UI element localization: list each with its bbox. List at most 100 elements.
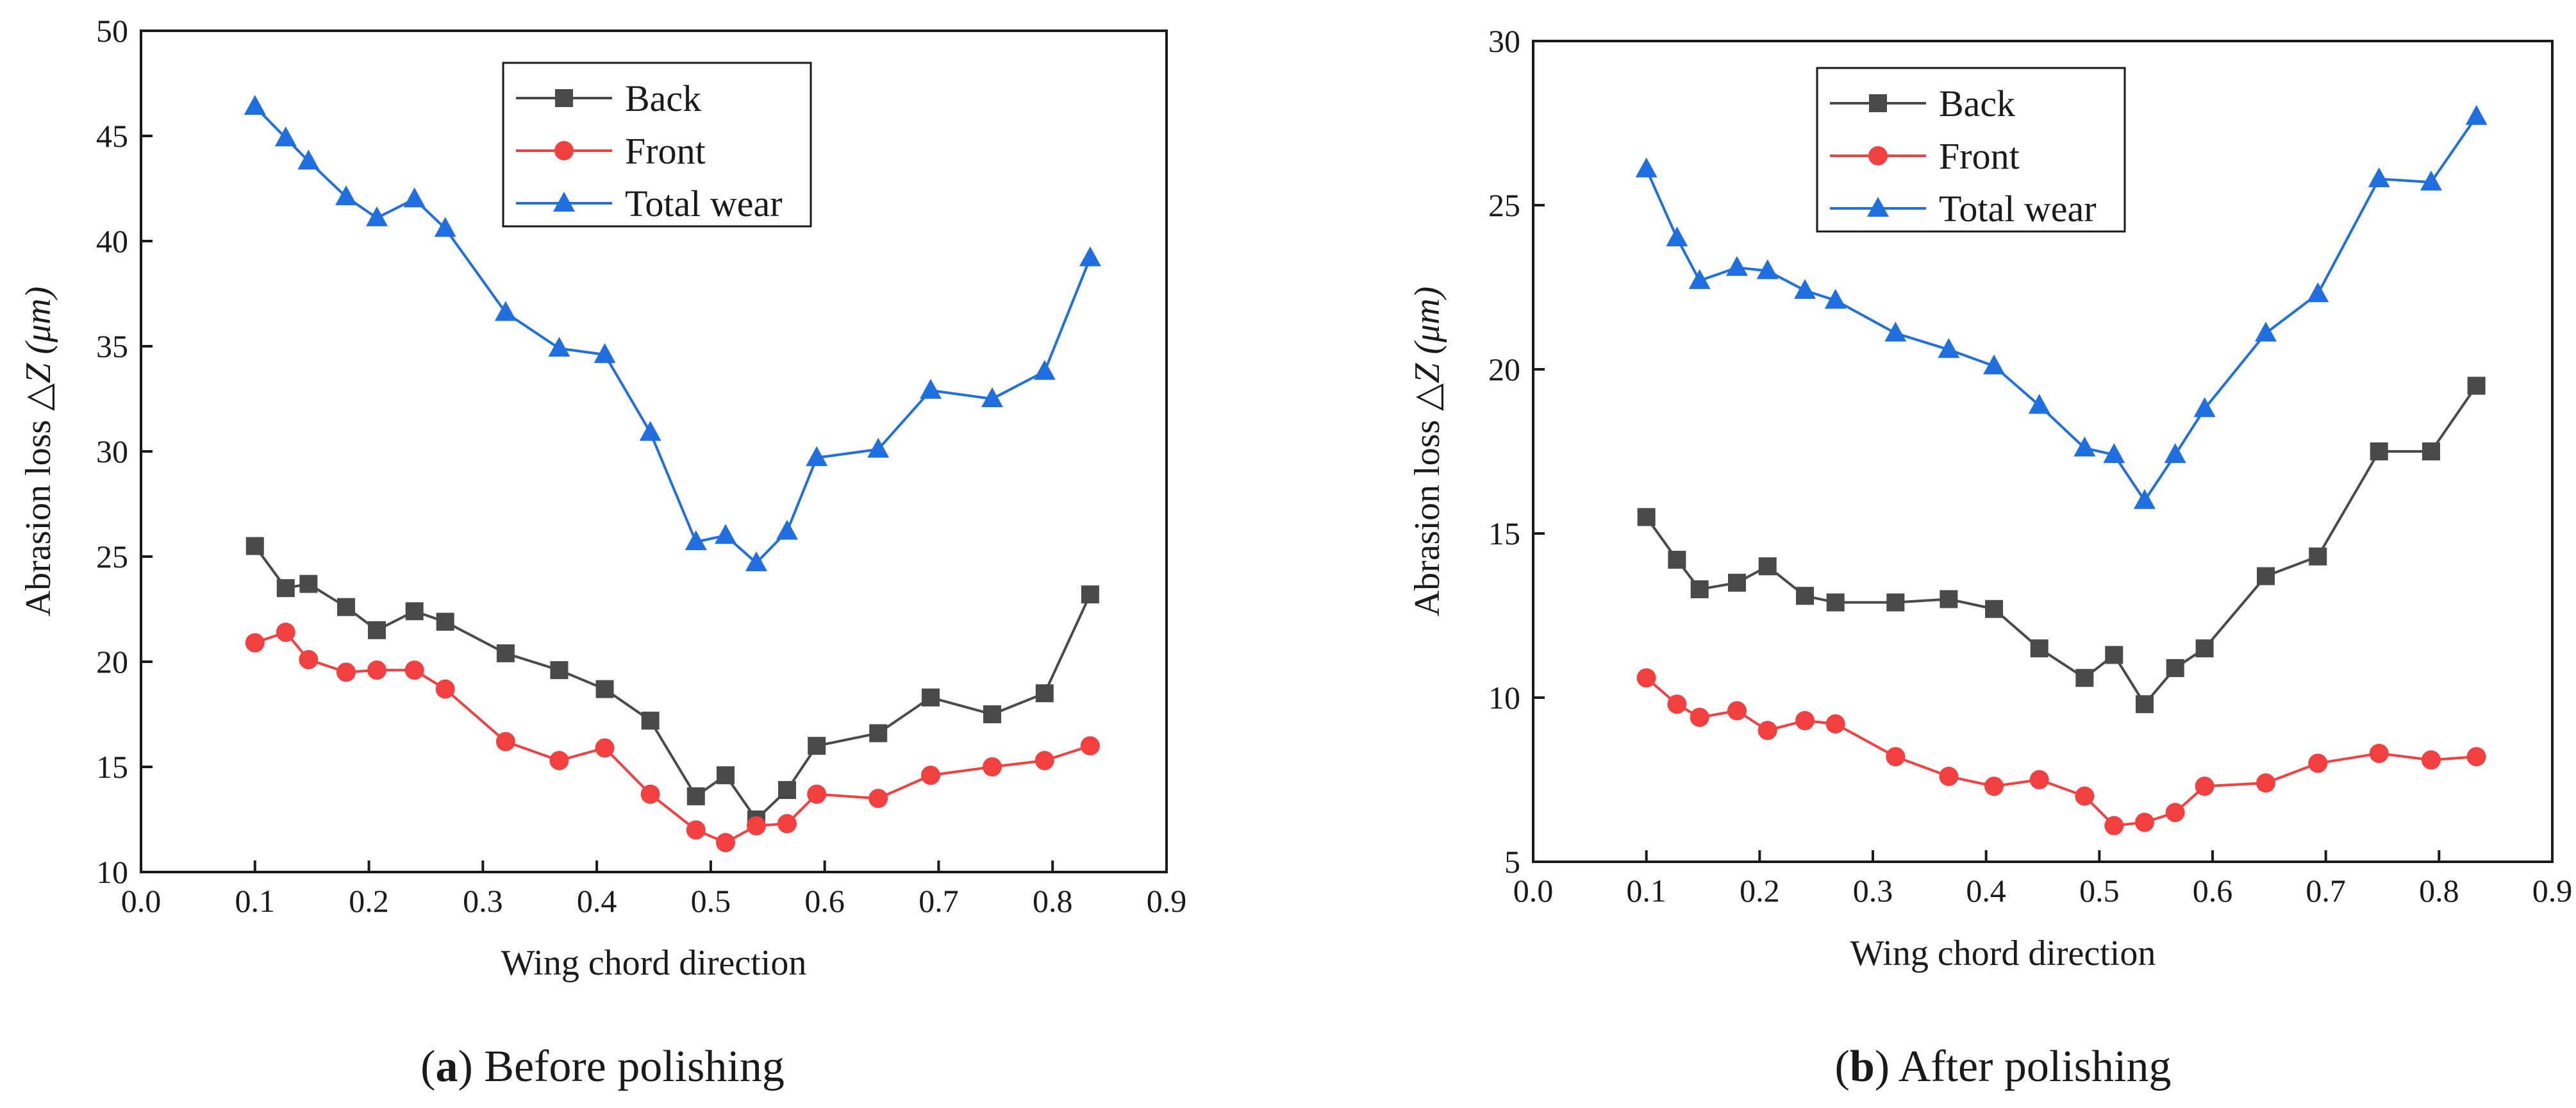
panel-b-back-point <box>1985 600 2004 618</box>
panel-a-total-point <box>745 551 767 571</box>
panel-a-front-point <box>747 816 766 835</box>
panel-a-x-axis-title: Wing chord direction <box>501 943 807 983</box>
panel-a-y-tick-label: 20 <box>96 644 128 680</box>
panel-a-caption-text: Before polishing <box>473 1042 785 1091</box>
panel-a-front-point <box>807 784 827 804</box>
panel-b-back-point <box>2075 669 2094 687</box>
panel-a-front-point <box>1080 736 1100 756</box>
panel-b-total-point <box>1756 259 1779 280</box>
panel-a-back-point <box>717 766 735 785</box>
panel-a-back-point <box>436 612 454 631</box>
panel-b-total-point <box>2073 436 2096 457</box>
panel-b-legend: Back Front Total wear <box>1816 67 2126 233</box>
panel-b-y-tick-label: 10 <box>1488 680 1520 716</box>
panel-a-total-point <box>335 185 357 206</box>
panel-a-caption: (a) Before polishing <box>420 1042 785 1091</box>
panel-a-y-tick-label: 10 <box>96 854 128 890</box>
panel-a-series-back <box>245 537 1099 828</box>
panel-a-total-point <box>920 378 942 399</box>
panel-b-total-point <box>1983 354 2006 374</box>
panel-a-y-tick-label: 50 <box>96 13 128 49</box>
panel-a-total-point <box>715 524 736 544</box>
panel-b-front-point <box>1667 694 1687 714</box>
panel-a-x-tick-label: 0.6 <box>804 883 845 919</box>
panel-b-x-tick-label: 0.9 <box>2532 873 2573 909</box>
panel-a-total-point <box>244 95 266 115</box>
panel-a-caption-letter: a <box>435 1042 458 1091</box>
panel-a-back-point <box>1081 585 1099 604</box>
panel-a-x-tick-label: 0.9 <box>1147 883 1187 919</box>
panel-b-total-point <box>1824 289 1847 309</box>
panel-b-back-point <box>2030 639 2048 658</box>
panel-a-series-total <box>244 95 1101 571</box>
panel-b-front-point <box>2369 744 2389 764</box>
panel-a-x-tick-label: 0.5 <box>691 883 731 919</box>
panel-b-legend-total-label: Total wear <box>1939 188 2097 230</box>
panel-b-total-point <box>2028 394 2050 414</box>
panel-b-legend-total-marker <box>1867 197 1889 217</box>
panel-b-back-point <box>1826 593 1845 612</box>
panel-b-front-point <box>1795 710 1815 730</box>
panel-b-front-point <box>2308 753 2328 773</box>
panel-b-back-point <box>2309 547 2327 566</box>
panel-a-front-point <box>921 766 940 785</box>
panel-b-back-point <box>2166 659 2184 677</box>
panel-a-total-point <box>494 301 517 321</box>
panel-b-x-tick-label: 0.0 <box>1513 873 1554 909</box>
panel-b-y-axis-title-text: Abrasion loss <box>1408 411 1447 616</box>
panel-a-front-point <box>595 738 615 758</box>
panel-a-back-point <box>922 688 940 707</box>
panel-b-back-point <box>1886 593 1905 612</box>
panel-a-front-point <box>777 814 797 834</box>
panel-b-legend-back-marker <box>1869 94 1887 112</box>
panel-b-y-tick-label: 25 <box>1488 187 1520 223</box>
panel-b-legend-front-marker <box>1868 146 1888 165</box>
panel-a-back-point <box>686 787 705 805</box>
panel-a-legend-total-marker <box>553 192 575 212</box>
panel-a-total-point <box>685 530 707 551</box>
panel-a-x-tick-label: 0.7 <box>918 883 959 919</box>
panel-a-front-point <box>367 660 386 680</box>
panel-a-back-point <box>276 579 295 598</box>
panel-b-y-axis-symbol: △Z <box>1408 355 1447 411</box>
panel-a-x-tick-label: 0.0 <box>121 883 162 919</box>
panel-b-y-axis-title: Abrasion loss △Z (μm) <box>1408 287 1447 617</box>
panel-a-total-point <box>403 187 426 208</box>
panel-a-total-point <box>1033 360 1056 380</box>
panel-b-front-point <box>1825 714 1845 734</box>
panel-a-back-line <box>254 545 1092 822</box>
panel-b-plot-frame <box>1532 40 2554 863</box>
panel-b-x-tick-label: 0.6 <box>2193 873 2233 909</box>
panel-b-front-point <box>1757 721 1777 741</box>
panel-a-total-point <box>981 387 1003 407</box>
panel-b-back-point <box>1690 580 1709 599</box>
panel-a-legend-front-label: Front <box>625 130 706 172</box>
panel-b-back-point <box>2467 376 2486 395</box>
panel-a-back-point <box>595 680 614 698</box>
panel-a-front-point <box>495 732 515 751</box>
panel-b-x-tick-label: 0.8 <box>2419 873 2459 909</box>
panel-a-total-point <box>867 437 890 458</box>
panel-a-legend-box <box>502 62 812 228</box>
panel-b-front-point <box>1636 668 1656 688</box>
panel-b-total-point <box>2134 489 2156 509</box>
panel-a-front-point <box>549 751 569 771</box>
panel-b-caption-letter: b <box>1850 1042 1875 1091</box>
panel-b-front-point <box>2075 786 2095 806</box>
panel-b-front-point <box>2135 812 2154 832</box>
panel-b-total-point <box>2193 397 2216 417</box>
panel-b-legend-box <box>1816 67 2126 233</box>
panel-b-y-tick-label: 20 <box>1488 351 1520 387</box>
panel-a-legend: Back Front Total wear <box>502 62 812 228</box>
panel-a-total-point <box>1079 246 1101 267</box>
panel-b-front-point <box>2165 803 2185 823</box>
panel-a-front-point <box>868 789 888 809</box>
panel-b-chart: 0.0 0.1 0.2 0.3 0.4 0.5 0.6 0.7 0.8 0.9 5 10 15 20 25 3… <box>1408 23 2572 1091</box>
panel-b-back-point <box>1668 550 1686 569</box>
panel-a-total-point <box>366 206 388 226</box>
panel-a-front-point <box>299 650 319 669</box>
panel-b-total-point <box>2307 282 2329 303</box>
panel-a-back-point <box>808 737 826 755</box>
panel-a-y-tick-label: 25 <box>96 539 128 575</box>
panel-a-back-point <box>368 621 386 639</box>
